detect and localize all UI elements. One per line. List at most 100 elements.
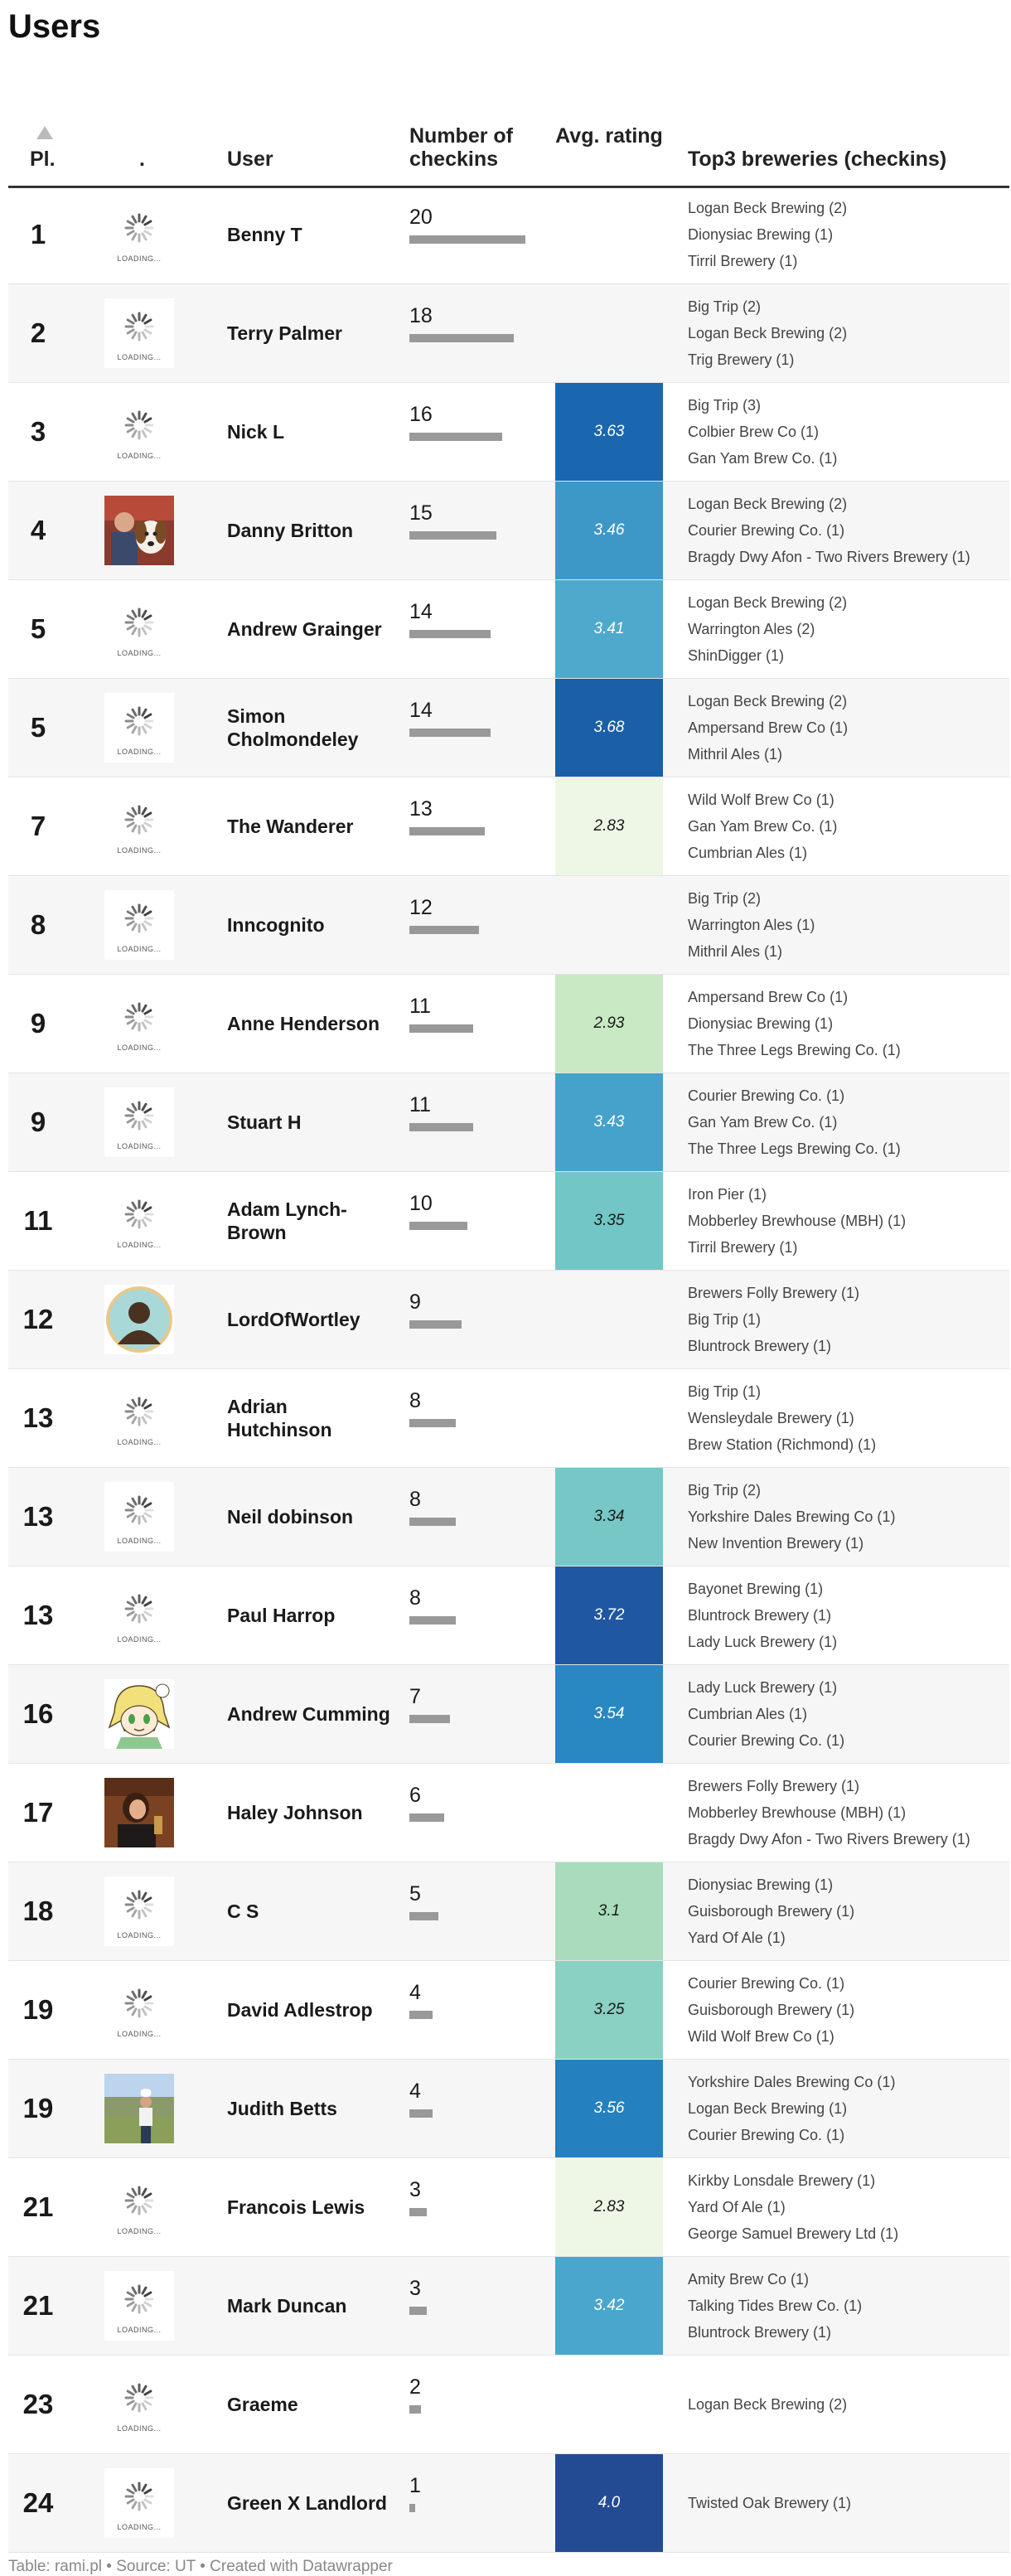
brewery-item: Warrington Ales (2) [688,621,815,637]
loading-spinner-icon [124,1101,154,1131]
loading-spinner-icon [124,2284,154,2314]
avatar-loading-placeholder: LOADING... [104,1482,174,1552]
top3-breweries: Bayonet Brewing (1) Bluntrock Brewery (1)… [688,1566,1011,1664]
checkins-bar [409,2109,433,2118]
avatar-frame: LOADING... [104,298,174,368]
top3-breweries: Logan Beck Brewing (2) Ampersand Brew Co … [688,679,1011,777]
avatar-frame: LOADING... [104,1581,174,1650]
table-row: 19 LOADING... David Adlestrop 4 3.25 Courier … [8,1961,1009,2060]
brewery-item: Courier Brewing Co. (1) [688,2127,845,2143]
loading-label: LOADING... [117,2227,162,2235]
loading-label: LOADING... [117,1438,162,1446]
avg-rating-cell: 3.63 [555,383,663,481]
checkins-bar [409,2011,433,2019]
top3-breweries: Logan Beck Brewing (2) Warrington Ales (2… [688,580,1011,678]
checkins-count: 13 [409,797,433,821]
brewery-item: Big Trip (2) [688,1482,762,1499]
avg-rating-cell: 3.42 [555,2257,663,2355]
checkins-count: 15 [409,501,433,525]
brewery-item: Dionysiac Brewing (1) [688,1015,834,1032]
header-checkins[interactable]: Number of checkins [409,124,513,171]
checkins-count: 3 [409,2178,421,2201]
rank-value: 2 [30,317,46,348]
brewery-item: Bragdy Dwy Afon - Two Rivers Brewery (1) [688,1831,970,1847]
avatar-frame [104,1679,174,1749]
loading-spinner-icon [124,312,154,341]
loading-label: LOADING... [117,1142,162,1150]
loading-label: LOADING... [117,1635,162,1644]
loading-spinner-icon [124,1890,154,1920]
avg-rating-cell [555,284,663,382]
brewery-item: Cumbrian Ales (1) [688,845,808,861]
loading-spinner-icon [124,213,154,243]
rank-value: 16 [22,1698,54,1729]
checkins-bar [409,827,485,835]
avatar [104,1271,174,1368]
checkins-bar [409,926,479,934]
avg-rating-cell [555,1764,663,1862]
brewery-item: Big Trip (1) [688,1383,762,1400]
user-name: Simon Cholmondeley [227,705,359,750]
checkins-cell: 10 [409,1172,542,1270]
brewery-item: Big Trip (2) [688,298,762,315]
checkins-bar [409,1222,467,1230]
header-avatar[interactable]: . [139,148,145,171]
avg-rating-cell: 3.68 [555,679,663,777]
loading-label: LOADING... [117,748,162,756]
checkins-cell: 4 [409,1961,542,2059]
avatar-loading-placeholder: LOADING... [104,2370,174,2439]
avatar: LOADING... [104,2257,174,2355]
avatar [104,482,174,579]
header-user[interactable]: User [227,148,273,171]
checkins-cell: 1 [409,2454,542,2552]
checkins-cell: 16 [409,383,542,481]
checkins-cell: 3 [409,2158,542,2256]
brewery-item: George Samuel Brewery Ltd (1) [688,2225,899,2242]
checkins-count: 16 [409,403,433,426]
user-name: Stuart H [227,1111,302,1133]
rank-value: 18 [22,1896,54,1926]
table-header: Pl. . User Number of checkins Avg. ratin… [8,116,1009,188]
brewery-item: Courier Brewing Co. (1) [688,1732,845,1749]
avatar-loading-placeholder: LOADING... [104,594,174,664]
top3-breweries: Big Trip (1) Wensleydale Brewery (1) Brew … [688,1369,1011,1467]
avatar-frame: LOADING... [104,2271,174,2341]
avatar-frame [104,1778,174,1847]
avg-rating-cell: 3.56 [555,2060,663,2157]
checkins-count: 2 [409,2375,421,2399]
avatar-frame: LOADING... [104,1975,174,2045]
header-rating[interactable]: Avg. rating [555,124,663,148]
loading-label: LOADING... [117,1931,162,1939]
avatar: LOADING... [104,2158,174,2256]
brewery-item: Talking Tides Brew Co. (1) [688,2298,863,2314]
brewery-item: Bluntrock Brewery (1) [688,2324,832,2341]
header-top3[interactable]: Top3 breweries (checkins) [688,148,947,171]
table-row: 21 LOADING... Francois Lewis 3 2.83 Kirkby Lo… [8,2158,1009,2257]
brewery-item: Guisborough Brewery (1) [688,2002,855,2018]
sort-ascending-icon[interactable] [36,126,53,139]
header-place[interactable]: Pl. [30,148,56,171]
table-row: 16 Andrew Cumming 7 3.54 Lady Luck Brewery (… [8,1665,1009,1764]
brewery-item: Gan Yam Brew Co. (1) [688,818,838,835]
brewery-item: Yard Of Ale (1) [688,1930,786,1946]
brewery-item: Mobberley Brewhouse (MBH) (1) [688,1804,907,1821]
rank-value: 17 [22,1797,54,1828]
avatar-frame: LOADING... [104,989,174,1058]
avatar-frame: LOADING... [104,1087,174,1157]
brewery-item: Big Trip (1) [688,1311,762,1328]
avatar-loading-placeholder: LOADING... [104,397,174,467]
brewery-item: Logan Beck Brewing (1) [688,2100,848,2117]
top3-breweries: Courier Brewing Co. (1) Gan Yam Brew Co. … [688,1073,1011,1171]
checkins-bar [409,1419,456,1427]
checkins-count: 4 [409,2080,421,2103]
avatar-loading-placeholder: LOADING... [104,1975,174,2045]
brewery-item: Wild Wolf Brew Co (1) [688,2028,834,2045]
brewery-item: The Three Legs Brewing Co. (1) [688,1140,901,1157]
brewery-item: Big Trip (3) [688,397,762,414]
checkins-cell: 7 [409,1665,542,1763]
brewery-item: Mithril Ales (1) [688,943,783,960]
top3-breweries: Brewers Folly Brewery (1) Mobberley Brewh… [688,1764,1011,1862]
brewery-item: Yard Of Ale (1) [688,2199,786,2215]
table-row: 17 Haley Johnson 6 Brewers Folly Brewery (1… [8,1764,1009,1862]
table-row: 7 LOADING... The Wanderer 13 2.83 Wild Wolf B… [8,777,1009,876]
